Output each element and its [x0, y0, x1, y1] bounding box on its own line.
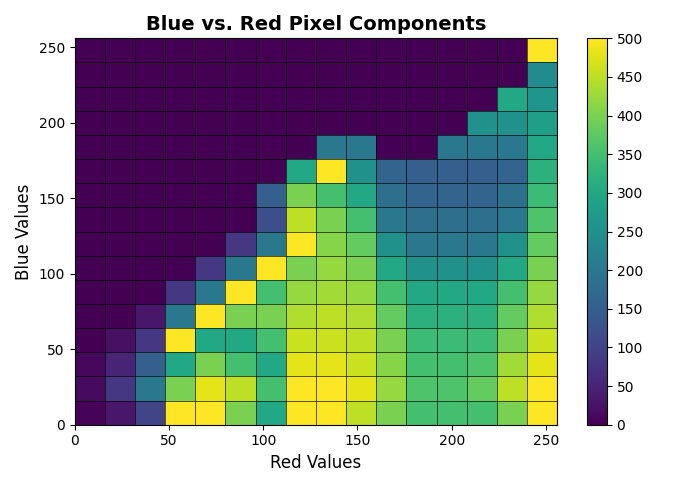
- Title: Blue vs. Red Pixel Components: Blue vs. Red Pixel Components: [146, 15, 486, 34]
- X-axis label: Red Values: Red Values: [270, 454, 362, 472]
- Y-axis label: Blue Values: Blue Values: [15, 183, 33, 280]
